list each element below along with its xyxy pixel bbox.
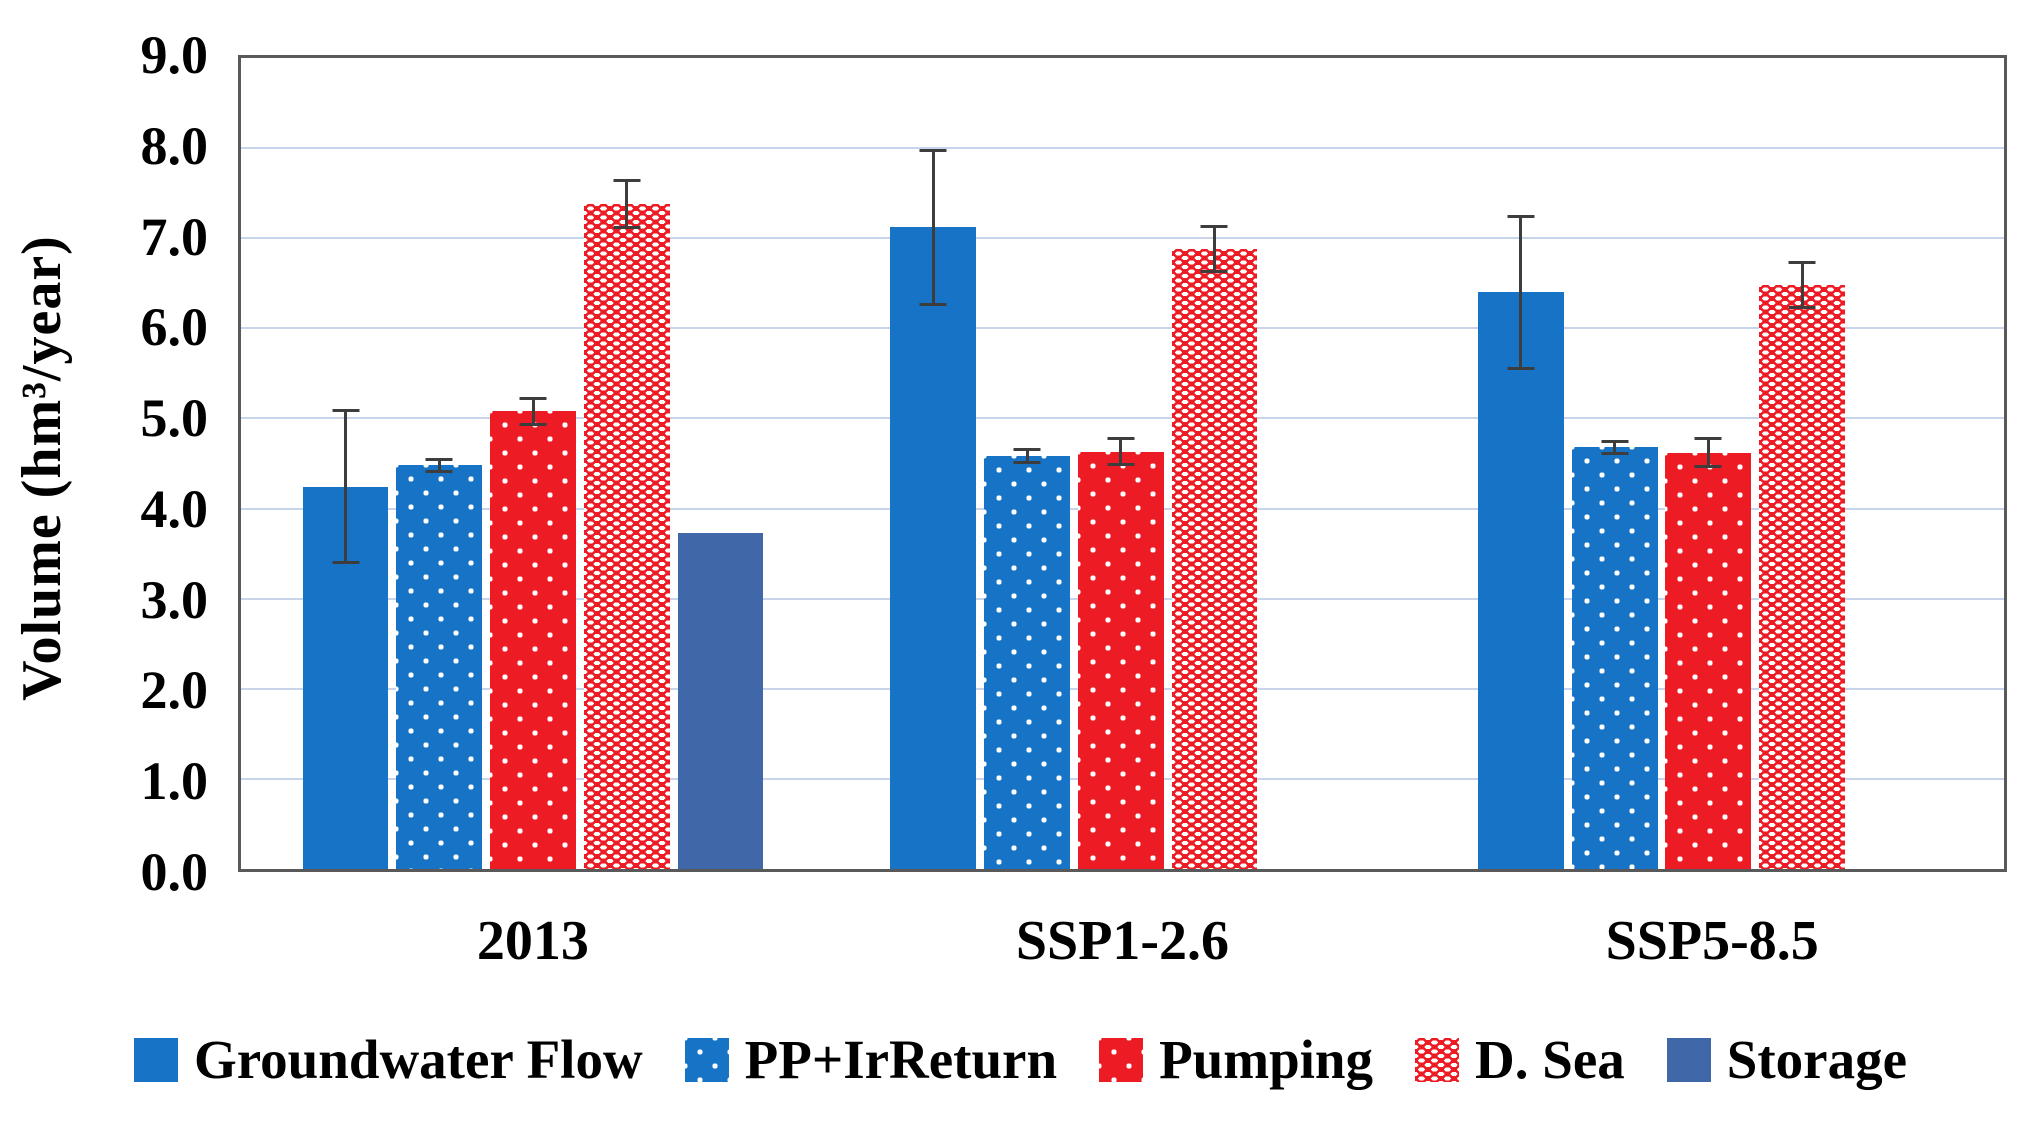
y-tick-label: 4.0 — [140, 478, 209, 539]
bar-d-sea-ssp1-2-6 — [1171, 249, 1258, 869]
error-bar-cap-top — [1694, 437, 1722, 441]
error-bar-cap-top — [1107, 437, 1135, 441]
error-bar-cap-bottom — [425, 469, 453, 473]
bar-pp-irreturn-ssp5-8-5 — [1571, 447, 1658, 869]
legend-label-pumping: Pumping — [1159, 1029, 1374, 1090]
y-tick-label: 2.0 — [140, 660, 209, 721]
error-bar-cap-top — [613, 178, 641, 182]
error-bar-cap-bottom — [1507, 366, 1535, 370]
legend-swatch-pp-irreturn — [684, 1037, 729, 1082]
error-bar-line — [1025, 448, 1029, 465]
error-bar-cap-bottom — [919, 302, 947, 306]
error-bar-cap-bottom — [332, 561, 360, 565]
legend-swatch-storage — [1666, 1037, 1711, 1082]
error-bar-groundwater-flow-ssp1-2-6 — [919, 149, 947, 306]
error-bar-cap-bottom — [1788, 306, 1816, 310]
error-bar-cap-top — [1601, 440, 1629, 444]
bar-groundwater-flow-ssp1-2-6 — [890, 227, 977, 869]
error-bar-cap-top — [332, 409, 360, 413]
error-bar-line — [1212, 224, 1216, 274]
category-label-2013: 2013 — [476, 910, 589, 972]
legend-item-groundwater-flow: Groundwater Flow — [133, 1029, 643, 1090]
error-bar-line — [1613, 440, 1617, 455]
error-bar-line — [1800, 260, 1804, 310]
bar-d-sea-2013 — [583, 203, 670, 869]
error-bar-cap-bottom — [1107, 463, 1135, 467]
legend-swatch-groundwater-flow — [133, 1037, 178, 1082]
error-bar-groundwater-flow-ssp5-8-5 — [1507, 214, 1535, 370]
bar-groundwater-flow-ssp5-8-5 — [1478, 292, 1564, 869]
error-bar-pumping-ssp5-8-5 — [1694, 437, 1722, 469]
error-bar-d-sea-2013 — [613, 178, 641, 230]
y-tick-label: 1.0 — [140, 751, 209, 812]
bar-d-sea-ssp5-8-5 — [1759, 285, 1845, 869]
error-bar-cap-top — [1013, 448, 1041, 452]
gridline — [241, 237, 2004, 240]
bar-pp-irreturn-ssp1-2-6 — [984, 456, 1070, 869]
gridline — [241, 147, 2004, 150]
error-bar-line — [931, 149, 935, 306]
gridline — [241, 327, 2004, 330]
legend-label-pp-irreturn: PP+IrReturn — [744, 1029, 1058, 1090]
error-bar-cap-bottom — [1200, 270, 1228, 274]
y-tick-label: 8.0 — [140, 115, 209, 176]
legend-item-pp-irreturn: PP+IrReturn — [684, 1029, 1058, 1090]
legend-label-d-sea: D. Sea — [1475, 1029, 1625, 1090]
legend-item-d-sea: D. Sea — [1415, 1032, 1625, 1087]
y-tick-label: 3.0 — [140, 569, 209, 630]
y-axis-tick-labels: 9.0 8.0 7.0 6.0 5.0 4.0 3.0 2.0 1.0 0.0 — [0, 28, 209, 899]
bar-storage-2013 — [677, 532, 764, 869]
category-label-ssp1-2-6: SSP1-2.6 — [1015, 910, 1230, 972]
legend-swatch-pumping — [1099, 1037, 1144, 1082]
error-bar-d-sea-ssp5-8-5 — [1788, 260, 1816, 310]
error-bar-groundwater-flow-2013 — [332, 409, 360, 565]
error-bar-line — [1119, 437, 1123, 467]
error-bar-cap-top — [919, 149, 947, 153]
legend-swatch-d-sea — [1415, 1037, 1460, 1082]
error-bar-line — [625, 178, 629, 230]
bar-pumping-2013 — [490, 411, 576, 869]
error-bar-line — [437, 458, 441, 473]
error-bar-pumping-ssp1-2-6 — [1107, 437, 1135, 467]
error-bar-line — [344, 409, 348, 565]
error-bar-pp-irreturn-ssp5-8-5 — [1601, 440, 1629, 455]
error-bar-pumping-2013 — [519, 396, 547, 426]
x-axis-category-labels: 2013 SSP1-2.6 SSP5-8.5 — [238, 908, 2007, 978]
legend-label-storage: Storage — [1726, 1029, 1907, 1090]
bar-pumping-ssp1-2-6 — [1077, 451, 1164, 869]
error-bar-cap-top — [1507, 214, 1535, 218]
bar-pp-irreturn-2013 — [396, 465, 483, 869]
legend-item-storage: Storage — [1666, 1029, 1907, 1090]
y-tick-label: 7.0 — [140, 206, 209, 267]
plot-area — [238, 55, 2007, 872]
error-bar-cap-top — [425, 458, 453, 462]
error-bar-pp-irreturn-ssp1-2-6 — [1013, 448, 1041, 465]
legend-item-pumping: Pumping — [1099, 1032, 1373, 1087]
error-bar-cap-bottom — [1601, 451, 1629, 455]
error-bar-cap-bottom — [1013, 461, 1041, 465]
legend: Groundwater Flow PP+IrReturn Pumping D. Sea… — [0, 1032, 2041, 1087]
error-bar-cap-top — [1200, 224, 1228, 228]
y-tick-label: 5.0 — [140, 388, 209, 449]
error-bar-cap-top — [519, 396, 547, 400]
error-bar-line — [531, 396, 535, 426]
error-bar-cap-top — [1788, 260, 1816, 264]
error-bar-line — [1706, 437, 1710, 469]
category-label-ssp5-8-5: SSP5-8.5 — [1605, 910, 1819, 972]
error-bar-cap-bottom — [1694, 465, 1722, 469]
gridline — [241, 417, 2004, 420]
legend-label-groundwater-flow: Groundwater Flow — [193, 1029, 643, 1090]
error-bar-cap-bottom — [519, 422, 547, 426]
y-tick-label: 6.0 — [140, 297, 209, 358]
y-tick-label: 9.0 — [140, 25, 209, 85]
y-tick-label: 0.0 — [140, 842, 209, 902]
error-bar-pp-irreturn-2013 — [425, 458, 453, 473]
error-bar-d-sea-ssp1-2-6 — [1200, 224, 1228, 274]
bar-pumping-ssp5-8-5 — [1665, 452, 1752, 869]
error-bar-line — [1519, 214, 1523, 370]
error-bar-cap-bottom — [613, 226, 641, 230]
